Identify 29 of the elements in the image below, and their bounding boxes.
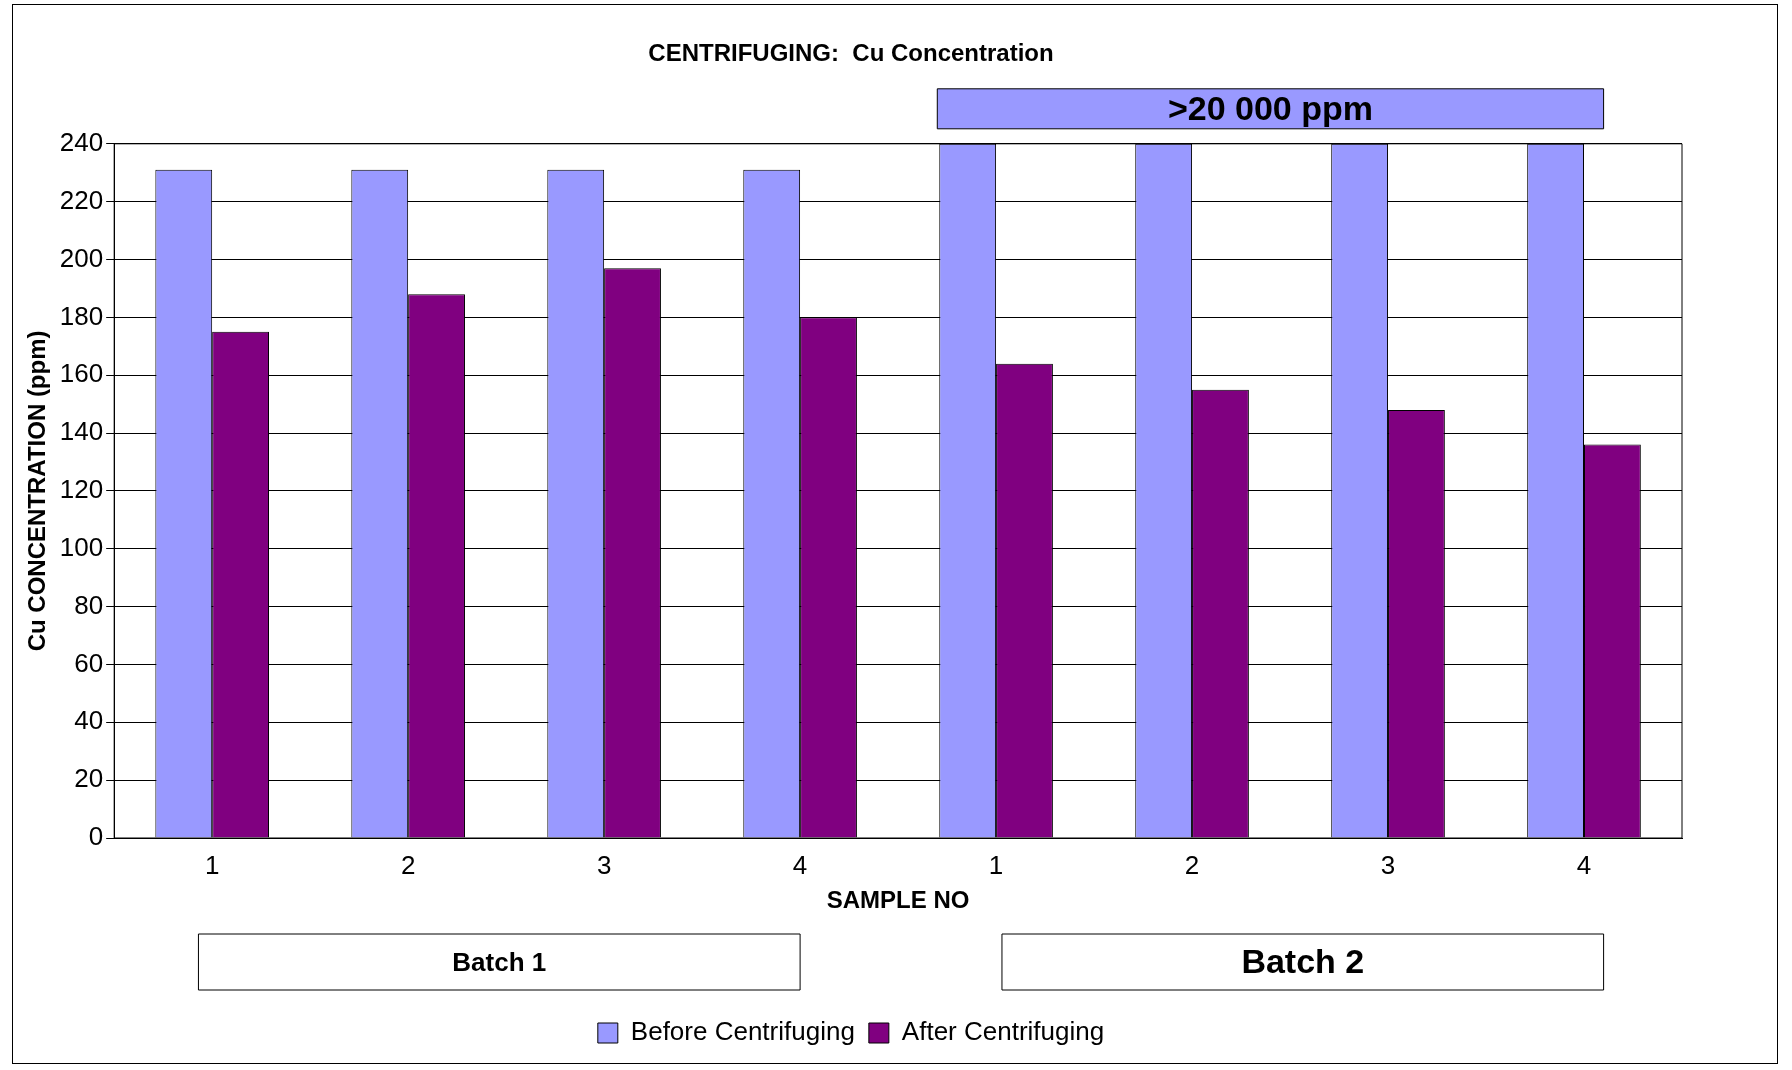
chart-title: CENTRIFUGING: Cu Concentration [648, 39, 1054, 67]
x-tick-label: 4 [1576, 849, 1592, 880]
y-tick-label: 40 [74, 705, 104, 736]
y-tick-label: 0 [88, 821, 104, 852]
text: >20 000 ppm [1167, 89, 1373, 128]
y-tick-label: 120 [59, 474, 104, 505]
x-axis-title: SAMPLE NO [826, 886, 970, 914]
y-tick-label: 160 [59, 358, 104, 389]
x-tick-label: 2 [400, 849, 416, 880]
x-tick-label: 4 [792, 849, 808, 880]
y-tick-label: 100 [59, 531, 104, 562]
legend-label: Before Centrifuging [630, 1016, 855, 1047]
legend-label: After Centrifuging [901, 1016, 1105, 1047]
x-tick-label: 2 [1184, 849, 1200, 880]
y-tick-label: 180 [59, 300, 104, 331]
text: Batch 2 [1241, 942, 1365, 981]
y-tick-label: 240 [59, 126, 104, 157]
x-tick-label: 1 [988, 849, 1004, 880]
x-tick-label: 3 [1380, 849, 1396, 880]
y-tick-label: 220 [59, 184, 104, 215]
y-tick-label: 60 [74, 647, 104, 678]
y-tick-label: 200 [59, 242, 104, 273]
y-axis-title: Cu CONCENTRATION (ppm) [23, 330, 51, 652]
y-tick-label: 80 [74, 589, 104, 620]
y-tick-label: 20 [74, 763, 104, 794]
text: Batch 1 [452, 947, 547, 978]
y-tick-label: 140 [59, 416, 104, 447]
x-tick-label: 3 [596, 849, 612, 880]
x-tick-label: 1 [204, 849, 220, 880]
